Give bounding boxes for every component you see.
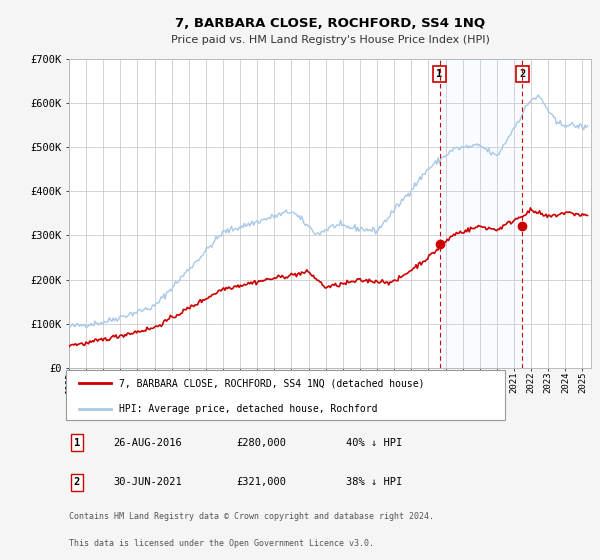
Text: £280,000: £280,000 — [236, 437, 286, 447]
Text: Contains HM Land Registry data © Crown copyright and database right 2024.: Contains HM Land Registry data © Crown c… — [69, 512, 434, 521]
Text: 40% ↓ HPI: 40% ↓ HPI — [346, 437, 402, 447]
Text: 1: 1 — [74, 437, 80, 447]
Text: 30-JUN-2021: 30-JUN-2021 — [113, 478, 182, 487]
Text: 26-AUG-2016: 26-AUG-2016 — [113, 437, 182, 447]
Text: Price paid vs. HM Land Registry's House Price Index (HPI): Price paid vs. HM Land Registry's House … — [170, 35, 490, 45]
Text: 1: 1 — [436, 69, 443, 80]
Text: This data is licensed under the Open Government Licence v3.0.: This data is licensed under the Open Gov… — [69, 539, 374, 548]
Text: 7, BARBARA CLOSE, ROCHFORD, SS4 1NQ: 7, BARBARA CLOSE, ROCHFORD, SS4 1NQ — [175, 17, 485, 30]
Bar — [440, 59, 523, 368]
Text: 2: 2 — [519, 69, 526, 80]
Text: 7, BARBARA CLOSE, ROCHFORD, SS4 1NQ (detached house): 7, BARBARA CLOSE, ROCHFORD, SS4 1NQ (det… — [119, 378, 424, 388]
Text: HPI: Average price, detached house, Rochford: HPI: Average price, detached house, Roch… — [119, 404, 377, 414]
Text: 38% ↓ HPI: 38% ↓ HPI — [346, 478, 402, 487]
Text: 2: 2 — [74, 478, 80, 487]
FancyBboxPatch shape — [67, 370, 505, 421]
Text: £321,000: £321,000 — [236, 478, 286, 487]
